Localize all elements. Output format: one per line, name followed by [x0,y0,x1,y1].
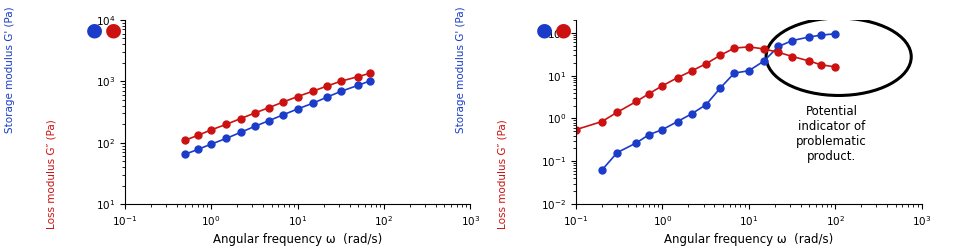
Text: Potential
indicator of
problematic
product.: Potential indicator of problematic produ… [797,105,867,163]
Text: Loss modulus G″ (Pa): Loss modulus G″ (Pa) [497,120,507,229]
Text: Storage modulus G' (Pa): Storage modulus G' (Pa) [5,6,14,133]
Text: ●: ● [85,20,103,39]
Text: ●: ● [536,20,553,39]
X-axis label: Angular frequency ω  (rad/s): Angular frequency ω (rad/s) [664,233,833,246]
Text: ●: ● [105,20,122,39]
Text: ●: ● [555,20,572,39]
Text: Loss modulus G″ (Pa): Loss modulus G″ (Pa) [46,120,56,229]
Text: Storage modulus G' (Pa): Storage modulus G' (Pa) [456,6,466,133]
X-axis label: Angular frequency ω  (rad/s): Angular frequency ω (rad/s) [213,233,382,246]
